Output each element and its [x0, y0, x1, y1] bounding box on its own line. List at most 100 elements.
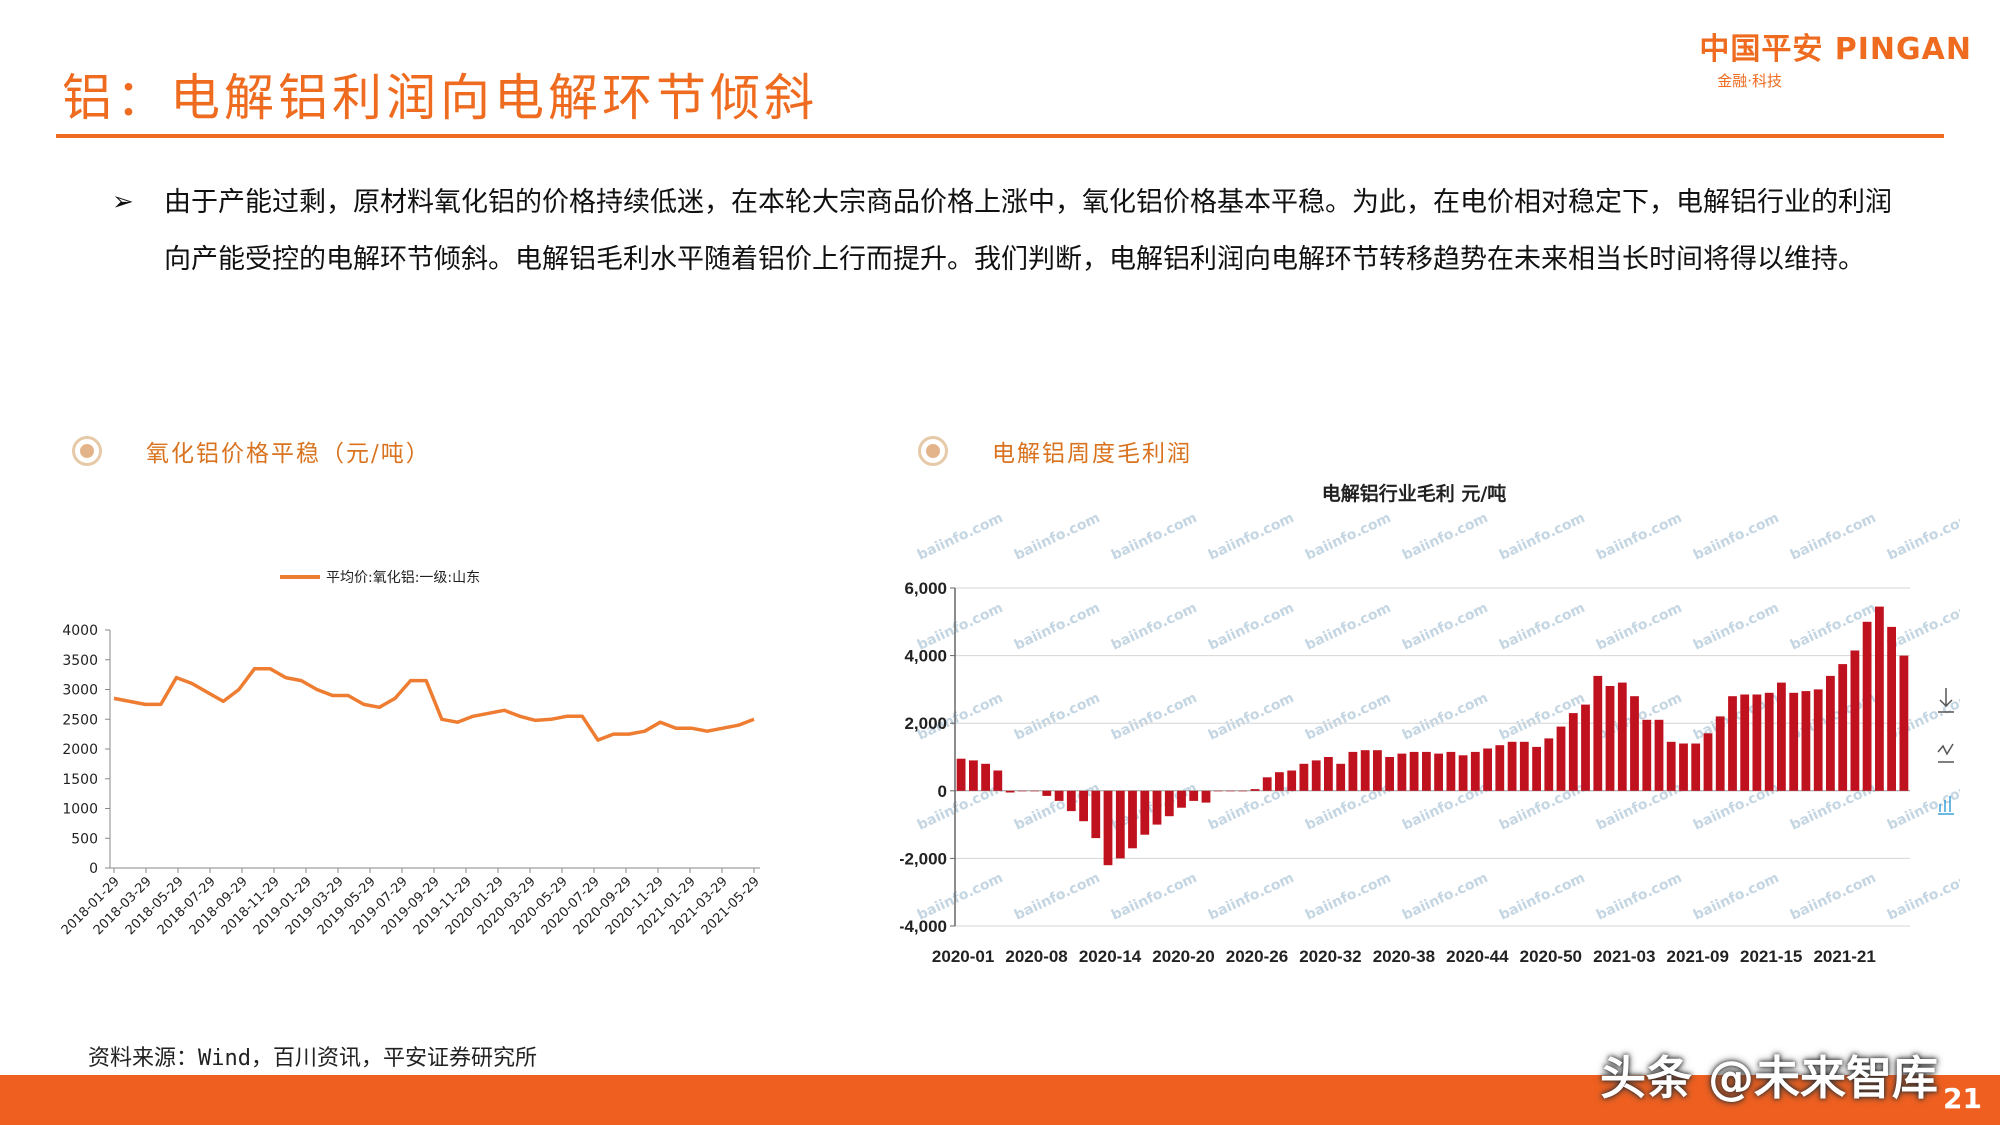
page-number: 21 — [1943, 1082, 1982, 1115]
bar — [1519, 741, 1529, 791]
y-tick-label: 0 — [938, 782, 947, 801]
bullet-arrow-icon: ➢ — [112, 187, 134, 217]
bar — [1642, 719, 1652, 791]
bar — [1666, 741, 1676, 791]
bar — [1617, 682, 1627, 791]
bar — [1299, 763, 1309, 791]
bar — [1728, 696, 1737, 791]
x-tick-label: 2020-08 — [1005, 947, 1067, 966]
pingan-logo: 中国平安 PINGAN 金融·科技 — [1699, 24, 1972, 91]
bar — [1789, 692, 1799, 791]
bullet-text: 由于产能过剩，原材料氧化铝的价格持续低迷，在本轮大宗商品价格上涨中，氧化铝价格基… — [164, 187, 1892, 275]
watermark-mark: baiinfo.com — [1691, 510, 1782, 564]
bar — [1777, 682, 1786, 791]
watermark-mark: baiinfo.com — [1109, 690, 1200, 744]
bar — [1275, 772, 1284, 791]
bar — [1507, 741, 1517, 791]
bar — [1544, 738, 1554, 791]
page-title: 铝：电解铝利润向电解环节倾斜 — [62, 69, 818, 127]
bar — [1483, 748, 1492, 791]
left-chart-heading: 氧化铝价格平稳（元/吨） — [146, 441, 431, 467]
bar — [1360, 750, 1370, 791]
y-tick-label: 1500 — [62, 772, 98, 788]
y-tick-label: 500 — [71, 831, 98, 847]
x-tick-label: 2020-38 — [1373, 947, 1435, 966]
bar — [1397, 753, 1407, 791]
bar — [1262, 777, 1272, 791]
bar — [1348, 751, 1358, 791]
bar — [1495, 745, 1505, 791]
bar — [1446, 751, 1456, 791]
watermark-mark: baiinfo.com — [1206, 870, 1297, 924]
watermark-mark: baiinfo.com — [1788, 870, 1879, 924]
bar — [1177, 790, 1186, 808]
bar — [956, 758, 966, 791]
bar — [1287, 770, 1297, 791]
bar — [1152, 790, 1162, 825]
watermark-mark: baiinfo.com — [1885, 690, 1960, 744]
x-tick-label: 2020-01 — [932, 947, 994, 966]
y-tick-label: 2500 — [62, 712, 98, 728]
bar — [1434, 753, 1443, 791]
y-tick-label: 2,000 — [904, 714, 947, 733]
bar — [1238, 790, 1248, 792]
x-tick-label: 2020-26 — [1226, 947, 1288, 966]
summary-bullet: ➢ 由于产能过剩，原材料氧化铝的价格持续低迷，在本轮大宗商品价格上涨中，氧化铝价… — [112, 174, 1912, 288]
bar — [1140, 790, 1150, 835]
bar — [1079, 790, 1088, 822]
watermark-mark: baiinfo.com — [1012, 780, 1103, 834]
bar — [1005, 790, 1015, 793]
watermark-mark: baiinfo.com — [1400, 870, 1491, 924]
title-divider — [56, 134, 1944, 138]
bar — [1017, 790, 1027, 792]
right-chart-heading: 电解铝周度毛利润 — [992, 441, 1192, 467]
bar-chart-icon — [1938, 796, 1954, 815]
watermark-mark: baiinfo.com — [1594, 510, 1685, 564]
bar — [1324, 757, 1333, 791]
bar — [1532, 746, 1541, 791]
bar — [1054, 790, 1064, 801]
watermark-mark: baiinfo.com — [1303, 690, 1394, 744]
electrolytic-aluminum-gross-profit-bar-chart: baiinfo.com baiinfo.com baiinfo.com baiinfo… — [900, 482, 1960, 966]
watermark-mark: baiinfo.com — [1206, 600, 1297, 654]
bar — [1422, 751, 1431, 791]
x-tick-label: 2020-20 — [1152, 947, 1214, 966]
watermark-mark: baiinfo.com — [1691, 870, 1782, 924]
bar — [1458, 755, 1468, 791]
bar — [1030, 790, 1039, 792]
watermark-mark: baiinfo.com — [1303, 510, 1394, 564]
y-tick-label: 1000 — [62, 802, 98, 818]
x-tick-label: 2020-44 — [1446, 947, 1509, 966]
bar — [1679, 743, 1688, 791]
bar — [1740, 694, 1750, 791]
watermark-mark: baiinfo.com — [1109, 510, 1200, 564]
bar — [1373, 750, 1382, 791]
bar — [1813, 689, 1823, 791]
y-tick-label: -2,000 — [900, 849, 947, 868]
y-tick-label: 3000 — [62, 683, 98, 699]
bar — [1226, 790, 1235, 792]
bar — [1593, 675, 1603, 791]
bar — [1630, 696, 1639, 791]
chart-title: 电解铝行业毛利 元/吨 — [1322, 482, 1507, 505]
bar — [1311, 760, 1321, 791]
y-tick-label: 0 — [89, 861, 98, 877]
watermark-mark: baiinfo.com — [915, 510, 1006, 564]
watermark-mark: baiinfo.com — [1012, 870, 1103, 924]
toutiao-watermark: 头条 @未来智库 — [1600, 1051, 1939, 1105]
bar — [1201, 790, 1211, 803]
watermark-mark: baiinfo.com — [915, 600, 1006, 654]
bar — [1581, 704, 1590, 791]
bar — [993, 770, 1003, 791]
watermark-mark: baiinfo.com — [1206, 690, 1297, 744]
bar — [1115, 790, 1125, 859]
bar — [1801, 691, 1811, 791]
y-tick-label: -4,000 — [900, 917, 947, 936]
watermark-mark: baiinfo.com — [1400, 690, 1491, 744]
watermark-mark: baiinfo.com — [1788, 510, 1879, 564]
watermark-mark: baiinfo.com — [1691, 600, 1782, 654]
x-tick-label: 2021-03 — [1593, 947, 1655, 966]
x-tick-label: 2021-21 — [1813, 947, 1875, 966]
y-tick-label: 6,000 — [904, 579, 947, 598]
x-tick-label: 2021-15 — [1740, 947, 1802, 966]
